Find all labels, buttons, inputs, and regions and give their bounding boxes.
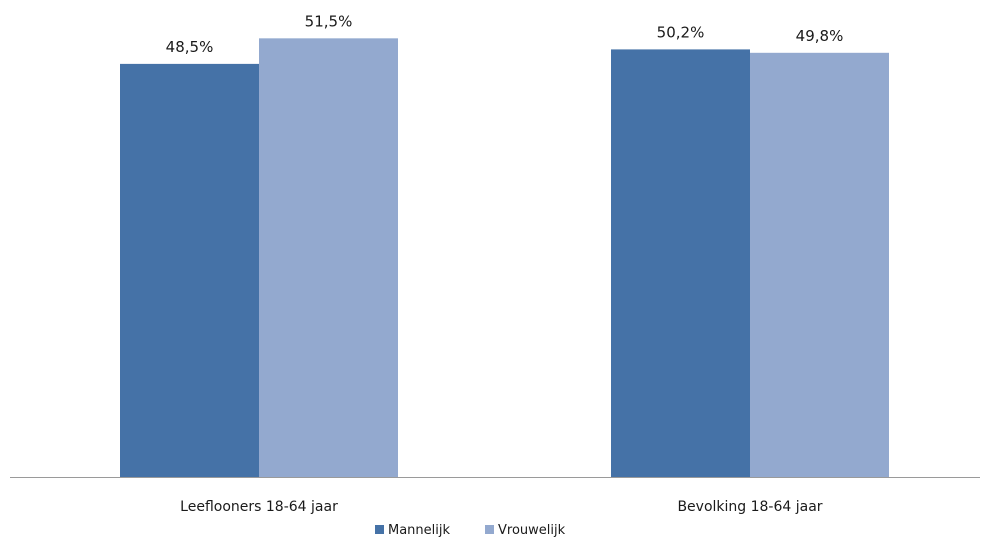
bar-mannelijk-1 xyxy=(120,63,259,477)
data-label-vrouwelijk-2: 49,8% xyxy=(796,27,844,45)
legend-label-vrouwelijk: Vrouwelijk xyxy=(498,523,566,538)
data-label-vrouwelijk-1: 51,5% xyxy=(305,12,353,30)
bars-group xyxy=(120,38,889,478)
category-label-2: Bevolking 18-64 jaar xyxy=(677,499,822,515)
data-label-mannelijk-1: 48,5% xyxy=(166,38,214,56)
legend-label-mannelijk: Mannelijk xyxy=(388,523,450,538)
legend-swatch-mannelijk xyxy=(375,525,384,534)
legend: Mannelijk Vrouwelijk xyxy=(375,523,566,538)
data-label-mannelijk-2: 50,2% xyxy=(657,23,705,41)
data-labels-group: 48,5% 51,5% 50,2% 49,8% xyxy=(166,12,844,56)
bar-mannelijk-2 xyxy=(611,49,750,478)
category-labels-group: Leeflooners 18-64 jaar Bevolking 18-64 ja… xyxy=(180,499,823,515)
category-label-1: Leeflooners 18-64 jaar xyxy=(180,499,338,515)
bar-vrouwelijk-1 xyxy=(259,38,398,478)
bar-vrouwelijk-2 xyxy=(750,52,889,477)
legend-swatch-vrouwelijk xyxy=(485,525,494,534)
